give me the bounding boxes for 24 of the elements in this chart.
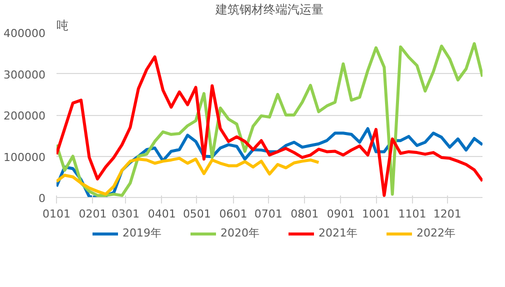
legend-label: 2021年 <box>318 226 358 240</box>
y-tick-label: 200000 <box>4 110 46 122</box>
chart-title: 建筑钢材终端汽运量 <box>214 2 324 16</box>
x-tick-label: 0301 <box>112 208 140 220</box>
legend-label: 2022年 <box>416 226 456 240</box>
legend-label: 2019年 <box>122 226 162 240</box>
x-tick-label: 0701 <box>254 208 282 220</box>
x-tick-label: 0101 <box>42 208 71 220</box>
x-tick-label: 0601 <box>219 208 248 220</box>
y-tick-label: 100000 <box>4 150 46 164</box>
x-tick-label: 1201 <box>433 208 462 220</box>
y-tick-label: 400000 <box>4 27 46 40</box>
x-tick-label: 1101 <box>398 208 426 220</box>
x-tick-label: 1001 <box>362 208 390 220</box>
y-tick-label: 0 <box>38 192 46 205</box>
line-series <box>56 156 320 196</box>
x-tick-label: 0201 <box>78 208 107 220</box>
x-tick-label: 0901 <box>326 208 355 220</box>
x-tick-label: 0401 <box>148 208 176 220</box>
x-tick-label: 0501 <box>182 208 211 220</box>
y-axis-title: 吨 <box>56 18 68 32</box>
y-tick-label: 300000 <box>4 68 46 82</box>
x-tick-label: 0801 <box>290 208 319 220</box>
legend-label: 2020年 <box>220 226 260 240</box>
